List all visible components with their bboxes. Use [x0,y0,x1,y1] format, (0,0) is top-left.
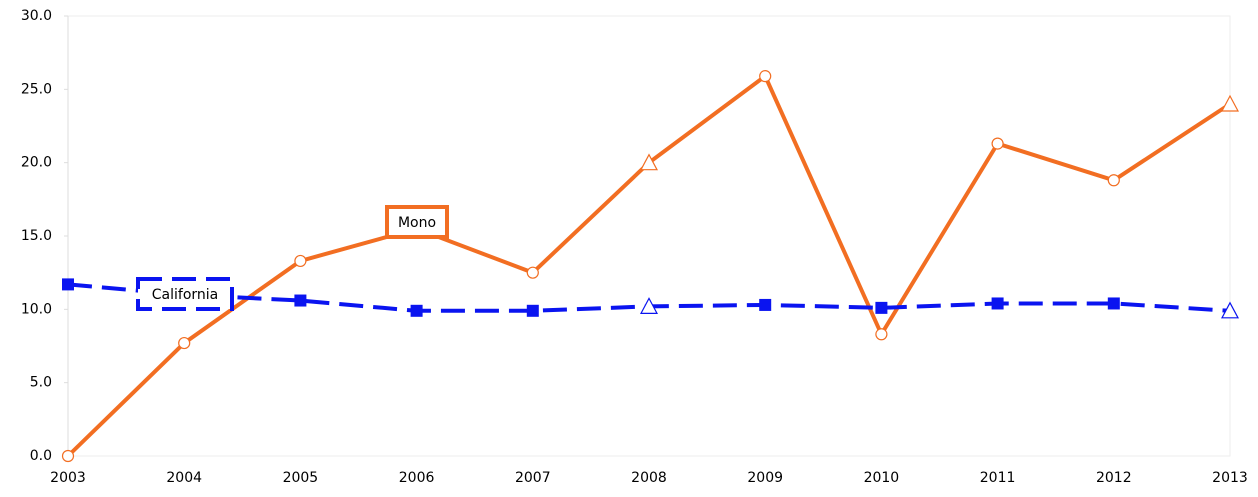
series-label: California [152,287,218,303]
x-tick-label: 2012 [1096,470,1132,486]
y-tick-label: 30.0 [21,8,52,24]
y-tick-label: 15.0 [21,228,52,244]
y-tick-label: 5.0 [30,375,52,391]
x-tick-label: 2004 [166,470,202,486]
x-tick-label: 2003 [50,470,86,486]
y-tick-label: 20.0 [21,155,52,171]
marker [1221,301,1239,319]
series-label-box [385,205,449,239]
x-tick-label: 2006 [399,470,435,486]
marker [178,336,191,350]
series-label-box [136,277,234,311]
x-tick-label: 2005 [283,470,319,486]
marker [526,266,539,279]
marker [759,298,772,311]
marker [1107,174,1120,187]
y-tick-label: 25.0 [21,81,52,97]
marker [62,278,74,291]
marker [294,254,307,268]
marker [875,328,888,341]
marker [640,153,658,171]
x-tick-label: 2010 [864,470,900,486]
x-tick-label: 2011 [980,470,1016,486]
y-tick-label: 10.0 [21,301,52,317]
marker [640,297,658,314]
marker [759,70,772,83]
series-label: Mono [398,215,436,231]
marker [526,304,539,317]
marker [1221,94,1239,112]
marker [1107,297,1120,310]
plot-frame [67,15,1231,457]
marker [991,297,1004,310]
series-line [66,73,1232,458]
marker [61,449,75,463]
x-tick-label: 2013 [1212,470,1248,486]
y-tick-label: 0.0 [30,448,52,464]
marker [875,301,888,314]
marker [410,304,423,317]
x-tick-label: 2009 [747,470,783,486]
x-tick-label: 2008 [631,470,667,486]
marker [991,137,1004,150]
marker [294,294,307,307]
x-tick-label: 2007 [515,470,551,486]
